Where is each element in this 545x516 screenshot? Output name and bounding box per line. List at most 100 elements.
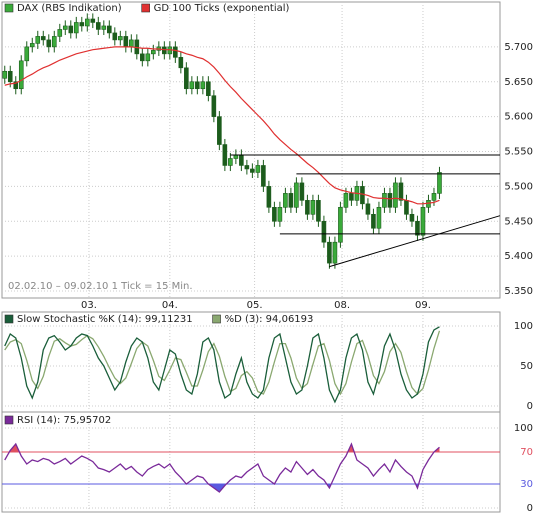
candle-body (420, 207, 426, 236)
candle-body (321, 220, 327, 243)
candle-body (228, 158, 233, 166)
candle-body (283, 193, 288, 208)
candle-body (343, 193, 349, 208)
indicator-line (4, 330, 441, 396)
candle-body (195, 81, 200, 90)
y-tick-label: 100 (514, 321, 533, 332)
candle-body (173, 46, 178, 58)
candle-body (24, 46, 30, 62)
x-tick-label: 05. (247, 300, 263, 311)
legend-swatch (4, 314, 14, 324)
x-tick-label: 08. (334, 300, 350, 311)
candle-body (365, 203, 371, 215)
candle-body (288, 193, 294, 208)
y-tick-label: 30 (520, 479, 533, 490)
candle-body (431, 193, 437, 201)
candle-body (35, 36, 41, 44)
candle-body (162, 46, 167, 55)
candle-body (140, 53, 145, 62)
candle-body (57, 29, 63, 37)
candle-body (123, 36, 129, 48)
candle-body (18, 60, 24, 90)
candle-body (222, 144, 228, 166)
candle-body (211, 95, 217, 117)
candle-body (184, 67, 189, 90)
candle-body (206, 81, 211, 97)
trend-line (329, 215, 501, 268)
legend-label: DAX (RBS Indikation) (17, 3, 122, 14)
candle-body (233, 154, 239, 159)
candle-body (129, 39, 134, 48)
candle-body (277, 207, 283, 222)
candle-body (90, 18, 96, 23)
candle-body (250, 168, 255, 173)
candle-body (272, 207, 277, 222)
price-panel (1, 1, 501, 299)
candle-body (107, 25, 112, 34)
legend-label: GD 100 Ticks (exponential) (154, 3, 290, 14)
legend-label: %D (3): 94,06193 (225, 314, 314, 325)
y-tick-label: 5.350 (504, 286, 533, 297)
y-tick-label: 5.550 (504, 147, 533, 158)
candle-body (305, 200, 310, 215)
candle-body (79, 22, 85, 27)
candle-body (13, 81, 19, 90)
candle-body (62, 25, 68, 30)
legend-swatch (4, 415, 14, 425)
candle-body (360, 186, 365, 205)
y-tick-label: 100 (514, 423, 533, 434)
x-tick-label: 03. (81, 300, 97, 311)
legend-swatch (4, 3, 14, 13)
candle-body (332, 241, 338, 264)
candle-body (40, 36, 46, 41)
candle-body (7, 70, 13, 83)
candle-body (151, 50, 156, 55)
x-tick-label: 04. (162, 300, 178, 311)
candle-body (112, 32, 118, 41)
candle-body (244, 165, 250, 170)
candle-body (382, 193, 387, 208)
candle-body (239, 154, 244, 166)
candle-body (338, 207, 343, 243)
y-tick-label: 0 (527, 401, 533, 412)
candle-body (371, 213, 376, 229)
candle-body (178, 57, 184, 69)
candle-body (255, 165, 261, 173)
candle-body (217, 116, 222, 145)
candle-body (393, 182, 398, 208)
time-note: 02.02.10 – 09.02.10 1 Tick = 15 Min. (8, 281, 193, 292)
candle-body (327, 241, 332, 264)
candle-body (404, 200, 409, 215)
ema-line (4, 46, 440, 205)
candle-body (398, 182, 404, 201)
candle-body (349, 193, 354, 201)
candle-body (266, 186, 272, 208)
legend-label: RSI (14): 75,95702 (17, 415, 111, 426)
y-tick-label: 70 (520, 447, 533, 458)
candle-body (415, 220, 420, 236)
indicator-line (4, 442, 440, 493)
candle-body (118, 36, 123, 41)
y-tick-label: 5.500 (504, 181, 533, 192)
y-tick-label: 5.600 (504, 112, 533, 123)
candle-body (189, 81, 195, 90)
candle-body (101, 25, 107, 30)
oversold-area (4, 484, 440, 492)
candle-body (68, 25, 74, 34)
legend-swatch (141, 3, 150, 13)
candle-body (84, 18, 90, 27)
candle-body (200, 81, 206, 90)
legend-swatch (212, 314, 221, 324)
candle-body (387, 193, 393, 208)
indicator-line (4, 326, 440, 404)
y-tick-label: 5.400 (504, 251, 533, 262)
y-tick-label: 0 (527, 503, 533, 514)
candle-body (299, 182, 305, 201)
legend-label: Slow Stochastic %K (14): 99,11231 (17, 314, 193, 325)
x-tick-label: 09. (415, 300, 431, 311)
candle-body (294, 182, 299, 208)
candle-body (2, 70, 8, 79)
candle-body (261, 165, 266, 187)
candle-body (310, 200, 316, 215)
